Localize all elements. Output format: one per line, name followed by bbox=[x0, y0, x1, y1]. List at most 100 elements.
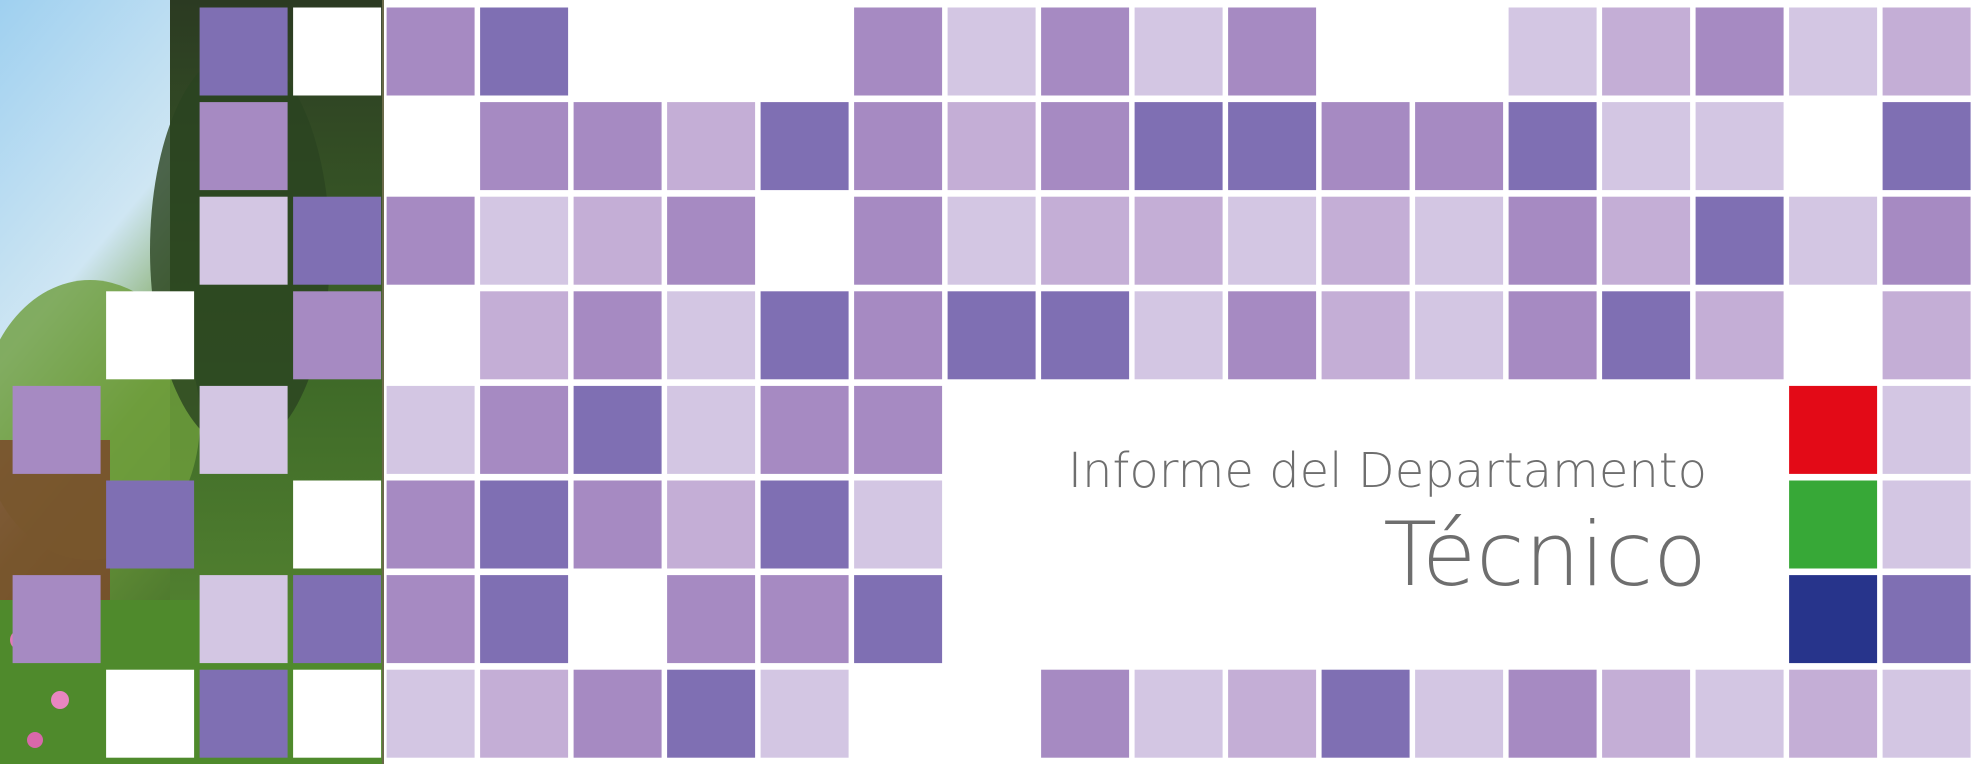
tile bbox=[1041, 291, 1129, 379]
tile bbox=[1135, 670, 1223, 758]
banner: Informe del Departamento Técnico bbox=[0, 0, 1971, 764]
tile bbox=[854, 102, 942, 190]
tile bbox=[854, 481, 942, 569]
tile bbox=[293, 575, 381, 663]
tile bbox=[1228, 197, 1316, 285]
tile bbox=[667, 197, 755, 285]
tile bbox=[1696, 197, 1784, 285]
tile bbox=[1602, 102, 1690, 190]
tile bbox=[948, 291, 1036, 379]
tile bbox=[1789, 8, 1877, 96]
tile bbox=[1883, 670, 1971, 758]
tile bbox=[574, 481, 662, 569]
tile bbox=[1041, 8, 1129, 96]
tile bbox=[1322, 291, 1410, 379]
subtitle: Informe del Departamento bbox=[1068, 443, 1707, 499]
tile bbox=[480, 481, 568, 569]
tile bbox=[1883, 8, 1971, 96]
tile bbox=[1509, 8, 1597, 96]
tile bbox=[1696, 8, 1784, 96]
tile bbox=[1509, 291, 1597, 379]
tile bbox=[761, 575, 849, 663]
tile bbox=[1228, 102, 1316, 190]
tile bbox=[667, 575, 755, 663]
tile bbox=[387, 575, 475, 663]
tile bbox=[667, 386, 755, 474]
tile bbox=[1041, 102, 1129, 190]
tile bbox=[480, 8, 568, 96]
tile bbox=[1041, 197, 1129, 285]
tile bbox=[574, 197, 662, 285]
tile bbox=[1883, 291, 1971, 379]
tile bbox=[1789, 481, 1877, 569]
tile bbox=[480, 386, 568, 474]
tile bbox=[948, 197, 1036, 285]
tile bbox=[1696, 670, 1784, 758]
tile bbox=[13, 575, 101, 663]
tile bbox=[1883, 102, 1971, 190]
tile bbox=[200, 102, 288, 190]
tile bbox=[761, 670, 849, 758]
tile bbox=[1602, 291, 1690, 379]
tile bbox=[1789, 670, 1877, 758]
tile bbox=[574, 102, 662, 190]
tile bbox=[948, 102, 1036, 190]
tile bbox=[1415, 670, 1503, 758]
tile bbox=[1228, 8, 1316, 96]
tile bbox=[574, 670, 662, 758]
tile bbox=[761, 102, 849, 190]
tile bbox=[480, 670, 568, 758]
tile bbox=[1789, 575, 1877, 663]
tile bbox=[1322, 670, 1410, 758]
page: Informe del Departamento Técnico (() => … bbox=[0, 0, 1971, 764]
tile bbox=[480, 575, 568, 663]
tile bbox=[667, 102, 755, 190]
tile bbox=[200, 575, 288, 663]
tile bbox=[293, 481, 381, 569]
tile bbox=[1509, 102, 1597, 190]
tile bbox=[200, 670, 288, 758]
tile bbox=[480, 197, 568, 285]
tile bbox=[1696, 291, 1784, 379]
tile bbox=[293, 197, 381, 285]
tile bbox=[1415, 102, 1503, 190]
tile bbox=[1602, 670, 1690, 758]
tile bbox=[854, 386, 942, 474]
tile bbox=[1509, 197, 1597, 285]
tile bbox=[1789, 197, 1877, 285]
tile bbox=[480, 102, 568, 190]
tile bbox=[854, 291, 942, 379]
tile bbox=[293, 670, 381, 758]
tile bbox=[387, 386, 475, 474]
tile bbox=[387, 670, 475, 758]
tile bbox=[948, 8, 1036, 96]
tile bbox=[1696, 102, 1784, 190]
tile bbox=[574, 386, 662, 474]
tile bbox=[1602, 8, 1690, 96]
tile bbox=[574, 291, 662, 379]
tile bbox=[667, 481, 755, 569]
tile bbox=[761, 291, 849, 379]
tile bbox=[1322, 197, 1410, 285]
title: Técnico bbox=[1383, 503, 1707, 606]
tile bbox=[200, 386, 288, 474]
tile bbox=[1041, 670, 1129, 758]
tile bbox=[761, 386, 849, 474]
tile bbox=[480, 291, 568, 379]
tile bbox=[854, 575, 942, 663]
tile bbox=[854, 197, 942, 285]
tile bbox=[387, 197, 475, 285]
tile bbox=[200, 8, 288, 96]
tile bbox=[106, 670, 194, 758]
tile bbox=[667, 291, 755, 379]
tile bbox=[1135, 102, 1223, 190]
tile bbox=[1883, 197, 1971, 285]
tile bbox=[854, 8, 942, 96]
tile bbox=[1883, 386, 1971, 474]
tile bbox=[387, 481, 475, 569]
tile bbox=[1883, 575, 1971, 663]
tile bbox=[1415, 197, 1503, 285]
tile bbox=[1228, 670, 1316, 758]
tile bbox=[1415, 291, 1503, 379]
tile bbox=[293, 291, 381, 379]
